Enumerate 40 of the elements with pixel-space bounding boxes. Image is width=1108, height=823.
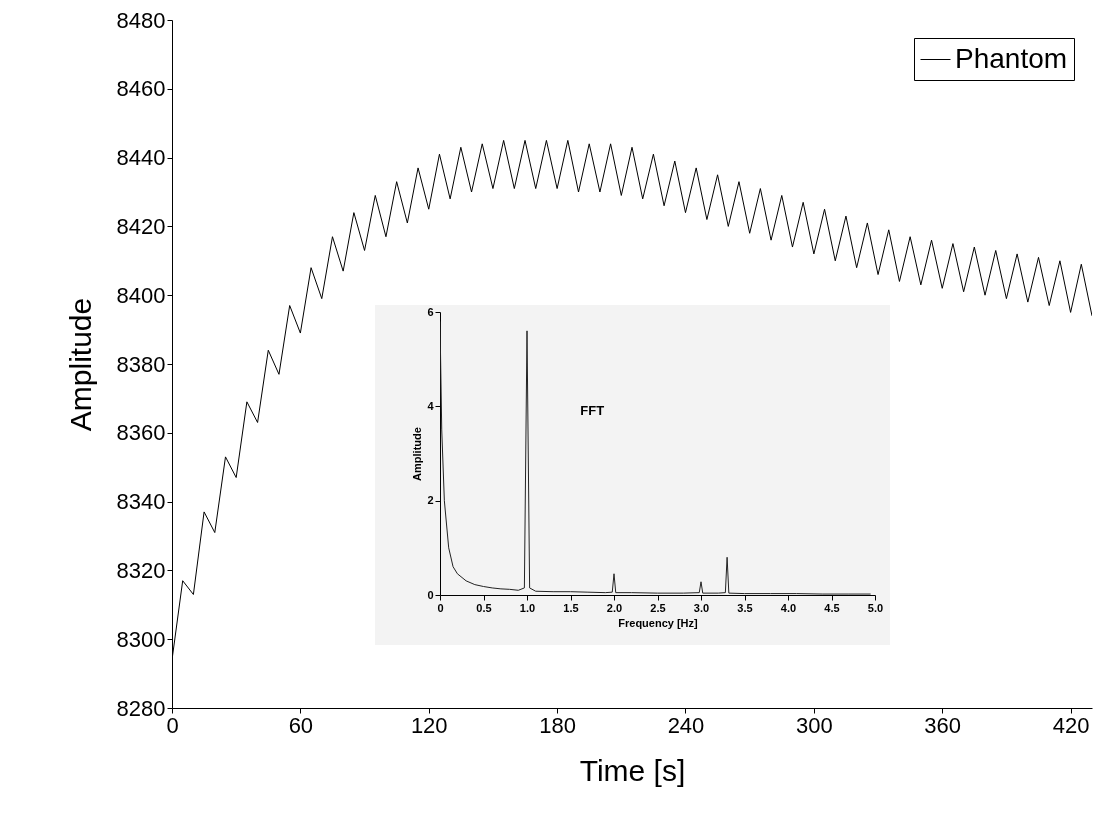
y-tick-label: 8380 [116,351,166,377]
x-tick-label: 240 [667,712,705,738]
y-tick-label: 8440 [116,145,166,171]
y-tick-label: 8340 [116,489,166,515]
y-tick-label: 0 [427,588,434,601]
y-tick-label: 2 [427,494,434,507]
x-tick-label: 420 [1052,712,1090,738]
y-tick-label: 8300 [116,626,166,652]
x-tick-label: 4.0 [780,601,797,614]
x-tick-label: 360 [924,712,962,738]
x-tick-label: 3.0 [693,601,710,614]
x-tick-label: 180 [539,712,576,738]
annotation: FFT [580,403,605,419]
legend-label: Phantom [955,42,1068,74]
x-tick-label: 0.5 [476,601,492,614]
x-tick-label: 120 [410,712,448,738]
x-tick-label: 1.0 [519,601,536,614]
y-tick-label: 8420 [116,213,166,239]
line-series [440,320,872,595]
y-axis-title: Amplitude [63,297,97,432]
y-tick-label: 4 [427,399,435,412]
x-tick-label: 2.0 [606,601,623,614]
y-tick-label: 8460 [116,76,166,102]
y-tick-label: 8360 [116,420,166,446]
x-tick-label: 1.5 [563,601,579,614]
x-tick-label: 5.0 [867,601,884,614]
y-tick-label: 8320 [116,557,166,583]
x-tick-label: 2.5 [650,601,666,614]
y-tick-label: 8480 [116,7,166,33]
y-tick-label: 6 [427,305,434,318]
y-tick-label: 8280 [116,695,166,721]
x-axis-title: Frequency [Hz] [618,616,699,629]
x-axis-title: Time [s] [579,753,686,787]
x-tick-label: 0 [437,601,444,614]
y-tick-label: 8400 [116,282,166,308]
y-axis-title: Amplitude [411,427,424,481]
x-tick-label: 300 [796,712,833,738]
x-tick-label: 60 [288,712,314,738]
x-tick-label: 4.5 [824,601,840,614]
x-tick-label: 3.5 [737,601,753,614]
